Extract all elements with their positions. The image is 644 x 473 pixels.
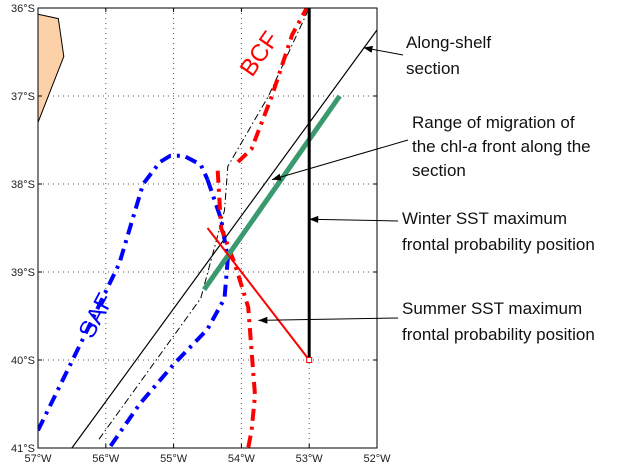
summer-arrow-shaft	[258, 317, 399, 321]
chl-front-range-line	[202, 94, 342, 292]
summer-arrow-head	[258, 316, 268, 324]
summer-line-1: Summer SST maximum	[402, 299, 582, 318]
range-annotation: Range of migration of the chl-a front al…	[412, 113, 591, 180]
y-tick-label: 39°S	[11, 267, 35, 279]
land-patch	[38, 13, 65, 123]
range-line-1: Range of migration of	[412, 113, 575, 132]
winter-annotation: Winter SST maximum frontal probability p…	[402, 209, 595, 254]
y-tick-label: 37°S	[11, 91, 35, 103]
summer-annotation: Summer SST maximum frontal probability p…	[402, 299, 595, 344]
range-arrow-head	[271, 173, 282, 181]
x-tick-label: 55°W	[160, 453, 188, 465]
range-arrow	[271, 139, 409, 181]
range-line-2-italic: a	[468, 137, 477, 156]
summer-arrow	[258, 316, 399, 324]
winter-arrow-head	[309, 215, 319, 223]
along-shelf-line-2: section	[406, 59, 460, 78]
y-tick-label: 38°S	[11, 179, 35, 191]
y-tick-label: 41°S	[11, 443, 35, 455]
winter-arrow	[309, 215, 399, 223]
map-content	[38, 8, 377, 448]
x-tick-label: 57°W	[24, 453, 52, 465]
x-tick-label: 53°W	[296, 453, 324, 465]
y-tick-label: 36°S	[11, 3, 35, 15]
along-shelf-annotation: Along-shelf section	[406, 33, 491, 78]
range-line-2: the chl-a front along the	[412, 137, 591, 156]
x-tick-label: 54°W	[228, 453, 256, 465]
tick-labels: 57°W 56°W 55°W 54°W 53°W 52°W 36°S 37°S 38°S 39°S…	[11, 3, 391, 465]
x-tick-label: 52°W	[363, 453, 391, 465]
range-line-2-text: the chl-	[412, 137, 468, 156]
winter-line-1: Winter SST maximum	[402, 209, 567, 228]
map-frame	[37, 7, 378, 449]
winter-arrow-shaft	[309, 218, 399, 222]
range-line-2-rest: front along the	[477, 137, 590, 156]
winter-line-2: frontal probability position	[402, 235, 595, 254]
along-shelf-line-1: Along-shelf	[406, 33, 491, 52]
annotation-arrows	[258, 45, 409, 324]
range-line-3: section	[412, 161, 466, 180]
summer-sst-line	[206, 227, 310, 361]
tick-marks	[37, 7, 378, 449]
summer-end-marker	[306, 357, 313, 363]
along-shelf-arrow-head	[363, 45, 373, 53]
y-tick-label: 40°S	[11, 355, 35, 367]
saf-front-right	[107, 178, 230, 448]
along-shelf-arrow	[363, 45, 404, 56]
summer-line-2: frontal probability position	[402, 325, 595, 344]
range-arrow-shaft	[271, 139, 409, 181]
bcf-front-lower	[215, 170, 257, 448]
saf-front-left	[38, 153, 210, 432]
x-tick-label: 56°W	[92, 453, 120, 465]
